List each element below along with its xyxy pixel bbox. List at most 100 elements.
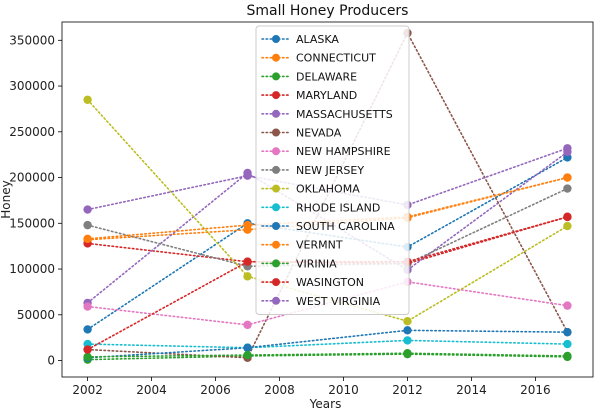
legend-label: WEST VIRGINIA	[296, 295, 381, 308]
legend-marker	[272, 240, 280, 249]
x-tick-label: 2004	[136, 383, 167, 397]
data-point	[83, 95, 92, 104]
legend-marker	[272, 203, 280, 212]
x-tick-label: 2006	[200, 383, 231, 397]
chart-title: Small Honey Producers	[247, 3, 409, 19]
series-line	[86, 147, 569, 211]
series-line	[86, 187, 569, 268]
data-point	[243, 171, 252, 180]
data-point	[83, 205, 92, 214]
y-tick-label: 350000	[9, 33, 55, 47]
data-point	[563, 144, 572, 153]
legend-entry: NEW JERSEY	[261, 164, 364, 177]
legend-entry: WEST VIRGINIA	[261, 295, 381, 308]
legend-marker	[272, 184, 280, 193]
legend-marker	[272, 35, 280, 43]
data-point	[563, 184, 572, 193]
x-tick-label: 2002	[72, 383, 103, 397]
series-line	[86, 329, 569, 359]
series-west-virginia	[83, 144, 572, 214]
legend-marker	[272, 72, 280, 81]
legend-box	[255, 25, 410, 315]
plot-frame	[61, 21, 594, 378]
x-tick-label: 2016	[520, 383, 551, 397]
data-point	[243, 257, 252, 266]
series-delaware	[83, 349, 572, 364]
data-point	[83, 302, 92, 311]
legend-entry: SOUTH CAROLINA	[261, 220, 395, 233]
legend-label: VIRINIA	[296, 257, 337, 270]
data-point	[83, 234, 92, 244]
legend-marker	[272, 91, 280, 100]
legend-entry: NEW HAMPSHIRE	[261, 145, 391, 158]
y-tick-label: 150000	[9, 216, 55, 230]
legend-entry: VIRINIA	[261, 257, 337, 270]
x-tick-label: 2008	[264, 383, 295, 397]
legend-label: OKLAHOMA	[296, 183, 360, 196]
y-tick-label: 250000	[9, 125, 55, 139]
y-tick-label: 300000	[9, 79, 55, 93]
legend-label: NEW JERSEY	[296, 164, 364, 177]
legend-entry: RHODE ISLAND	[261, 201, 380, 214]
x-tick-label: 2012	[392, 383, 423, 397]
legend-label: MARYLAND	[296, 89, 357, 102]
legend-entry: MASSACHUSETTS	[261, 108, 393, 121]
data-point	[83, 220, 92, 230]
data-point	[563, 212, 572, 222]
legend-entry: DELAWARE	[261, 70, 357, 83]
legend-entry: WASINGTON	[261, 276, 364, 289]
legend-label: NEVADA	[296, 127, 342, 140]
series-line	[86, 353, 569, 361]
legend-entry: MARYLAND	[261, 89, 357, 102]
legend-marker	[272, 278, 280, 287]
legend-entry: NEVADA	[261, 127, 342, 140]
y-tick-label: 0	[47, 354, 55, 368]
legend-label: CONNECTICUT	[296, 52, 376, 65]
y-axis-label: Honey	[0, 180, 13, 218]
series-virinia	[83, 349, 572, 362]
data-point	[83, 325, 92, 334]
axes: Small Honey Producers 2002 2004 2006 2008 201…	[0, 3, 594, 411]
legend-marker	[272, 109, 280, 118]
data-point	[403, 349, 412, 358]
legend-marker	[272, 259, 280, 268]
legend-label: WASINGTON	[296, 276, 364, 289]
legend-label: DELAWARE	[296, 70, 357, 83]
data-point	[563, 173, 572, 182]
data-point	[403, 316, 412, 326]
legend-marker	[272, 222, 280, 230]
data-point	[403, 326, 412, 335]
y-tick-label: 50000	[17, 308, 55, 322]
y-tick-label: 200000	[9, 171, 55, 185]
data-point	[243, 220, 252, 230]
series-line	[86, 176, 569, 240]
data-point	[563, 339, 572, 349]
data-point	[563, 327, 572, 337]
legend-marker	[272, 128, 280, 137]
x-tick-label: 2014	[456, 383, 487, 397]
data-point	[563, 221, 572, 231]
legend-marker	[272, 165, 280, 174]
legend-label: RHODE ISLAND	[296, 201, 380, 214]
x-tick-label: 2010	[328, 383, 359, 397]
data-point	[83, 345, 92, 354]
legend-marker	[272, 53, 280, 62]
x-axis-label: Years	[309, 397, 342, 411]
data-point	[243, 272, 252, 281]
legend-label: MASSACHUSETTS	[296, 108, 393, 121]
series-rhode-island	[83, 336, 572, 352]
data-point	[563, 351, 572, 361]
legend: ALASKA CONNECTICUT DELAWARE MARYLAND MASSACH…	[255, 25, 410, 315]
legend-label: ALASKA	[296, 33, 339, 46]
series-line	[86, 339, 569, 349]
data-point	[563, 301, 572, 310]
data-point	[243, 320, 252, 330]
legend-label: SOUTH CAROLINA	[296, 220, 395, 233]
legend-entry: ALASKA	[261, 33, 339, 46]
y-tick-label: 100000	[9, 262, 55, 276]
legend-label: NEW HAMPSHIRE	[296, 145, 391, 158]
series-line	[86, 352, 569, 358]
legend-label: VERMNT	[296, 239, 343, 252]
